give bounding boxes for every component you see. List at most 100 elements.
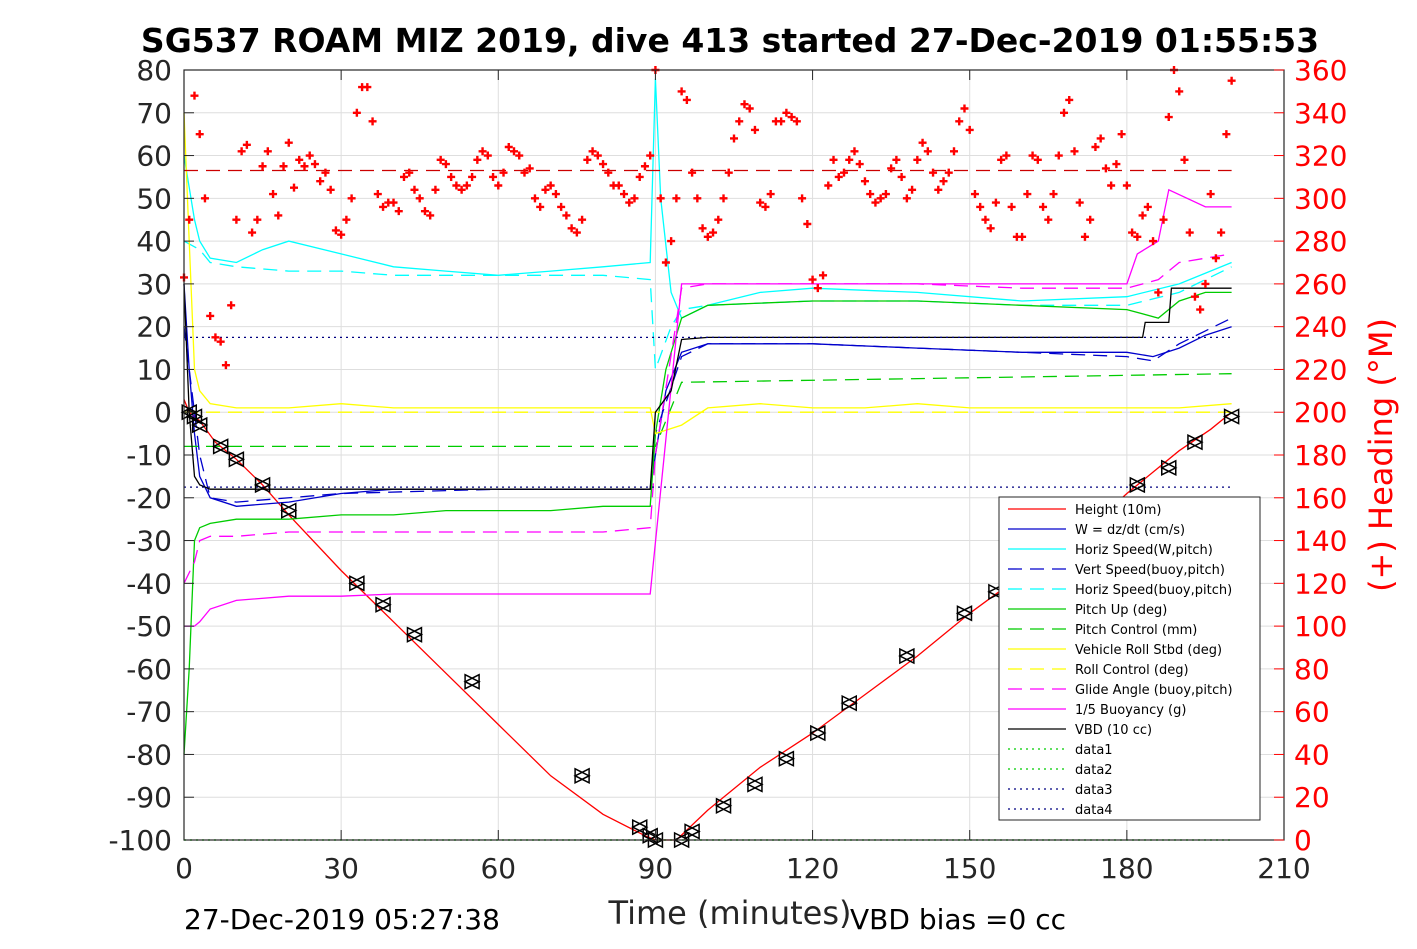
heading-point bbox=[452, 181, 461, 190]
heading-point bbox=[798, 194, 807, 203]
heading-point bbox=[1091, 143, 1100, 151]
position-marker-left bbox=[348, 575, 365, 592]
heading-point bbox=[625, 198, 634, 207]
x-axis-label: Time (minutes) bbox=[608, 894, 852, 932]
heading-point bbox=[483, 151, 492, 160]
heading-point bbox=[1159, 215, 1168, 224]
position-marker-left bbox=[1160, 459, 1177, 477]
y-tick-label: 40 bbox=[136, 225, 172, 258]
heading-point bbox=[515, 151, 524, 160]
x-tick-label: 90 bbox=[638, 852, 674, 885]
heading-point bbox=[567, 224, 576, 233]
y-tick-label: 30 bbox=[136, 268, 172, 301]
heading-point bbox=[347, 194, 356, 203]
legend-label: Height (10m) bbox=[1075, 503, 1161, 518]
heading-point bbox=[546, 181, 555, 190]
position-marker-left bbox=[280, 502, 297, 519]
right-y-tick-label: 200 bbox=[1294, 396, 1347, 429]
heading-point bbox=[599, 160, 608, 169]
heading-point bbox=[248, 228, 257, 237]
heading-point bbox=[730, 134, 738, 143]
right-y-tick-label: 100 bbox=[1294, 610, 1347, 643]
heading-point bbox=[232, 215, 241, 224]
legend-label: Horiz Speed(buoy,pitch) bbox=[1075, 583, 1232, 598]
heading-point bbox=[714, 215, 723, 224]
heading-point bbox=[1075, 198, 1084, 207]
heading-point bbox=[363, 83, 372, 92]
right-y-tick-label: 220 bbox=[1294, 353, 1347, 386]
heading-point bbox=[520, 168, 529, 177]
heading-point bbox=[441, 160, 450, 169]
heading-point bbox=[1039, 202, 1048, 211]
x-tick-label: 150 bbox=[943, 852, 996, 885]
heading-point bbox=[405, 168, 414, 177]
heading-point bbox=[761, 202, 770, 211]
heading-point bbox=[510, 147, 518, 156]
heading-point bbox=[698, 224, 707, 233]
right-y-tick-label: 280 bbox=[1294, 225, 1347, 258]
heading-point bbox=[185, 215, 194, 224]
legend-label: Vert Speed(buoy,pitch) bbox=[1075, 563, 1225, 578]
heading-point bbox=[1138, 211, 1147, 220]
heading-point bbox=[703, 232, 712, 241]
heading-point bbox=[819, 271, 828, 280]
heading-point bbox=[881, 190, 890, 199]
heading-point bbox=[1007, 202, 1016, 211]
chart-title: SG537 ROAM MIZ 2019, dive 413 started 27… bbox=[141, 21, 1319, 60]
heading-point bbox=[745, 104, 754, 113]
heading-point bbox=[211, 333, 220, 342]
heading-point bbox=[950, 147, 958, 156]
vbd-bias-footer: VBD bias =0 cc bbox=[850, 903, 1066, 936]
series-line bbox=[183, 240, 1232, 370]
right-y-tick-label: 0 bbox=[1294, 824, 1312, 857]
series-line bbox=[183, 112, 1232, 435]
heading-point bbox=[536, 202, 545, 211]
heading-point bbox=[578, 215, 587, 224]
legend-label: Pitch Control (mm) bbox=[1075, 623, 1197, 638]
heading-point bbox=[646, 151, 655, 160]
right-y-tick-label: 80 bbox=[1294, 653, 1330, 686]
heading-point bbox=[792, 117, 801, 126]
heading-point bbox=[1054, 151, 1063, 160]
legend-box bbox=[998, 496, 1261, 821]
heading-point bbox=[326, 185, 335, 194]
y-tick-label: 50 bbox=[136, 182, 172, 215]
heading-point bbox=[1149, 237, 1158, 246]
heading-point bbox=[227, 301, 236, 310]
position-marker-left bbox=[573, 767, 590, 785]
heading-point bbox=[1143, 202, 1152, 211]
series-line bbox=[183, 283, 1232, 490]
heading-point bbox=[269, 190, 278, 199]
heading-point bbox=[693, 194, 702, 203]
heading-point bbox=[1060, 108, 1068, 117]
heading-point bbox=[897, 172, 906, 181]
heading-point bbox=[860, 177, 869, 186]
heading-point bbox=[677, 87, 686, 96]
heading-point bbox=[216, 337, 225, 346]
y-tick-label: 60 bbox=[136, 140, 172, 173]
heading-point bbox=[274, 211, 283, 220]
heading-point bbox=[614, 181, 623, 190]
heading-point bbox=[965, 125, 974, 134]
heading-point bbox=[200, 194, 209, 203]
heading-point bbox=[970, 190, 979, 199]
x-tick-label: 180 bbox=[1100, 852, 1153, 885]
heading-point bbox=[766, 190, 775, 199]
right-y-tick-label: 260 bbox=[1294, 268, 1347, 301]
heading-point bbox=[1033, 155, 1042, 164]
heading-point bbox=[279, 162, 288, 171]
series-line bbox=[183, 253, 1232, 584]
heading-point bbox=[300, 162, 309, 171]
heading-point bbox=[426, 211, 435, 220]
heading-point bbox=[583, 155, 592, 164]
position-marker-left bbox=[809, 724, 826, 742]
heading-point bbox=[305, 151, 314, 160]
legend-label: data1 bbox=[1075, 743, 1113, 758]
series-line bbox=[183, 291, 1232, 755]
heading-point bbox=[263, 147, 272, 156]
heading-point bbox=[756, 198, 765, 207]
heading-point bbox=[944, 168, 953, 177]
heading-point bbox=[976, 202, 985, 211]
heading-point bbox=[1028, 151, 1037, 160]
